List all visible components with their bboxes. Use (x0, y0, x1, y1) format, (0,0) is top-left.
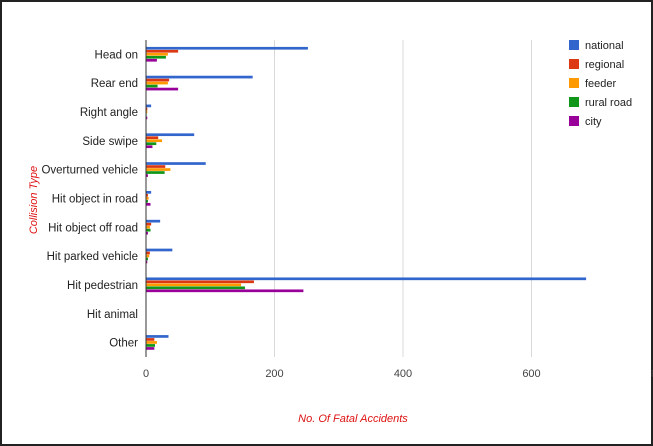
category-label-hit-object-off-road: Hit object off road (48, 222, 138, 234)
bar-head-on-rural-road[interactable] (146, 55, 166, 59)
bar-overturned-vehicle-regional[interactable] (146, 165, 166, 168)
bar-rear-end-regional[interactable] (146, 78, 170, 82)
legend-item-national[interactable]: national (569, 40, 624, 52)
category-label-hit-pedestrian: Hit pedestrian (67, 280, 138, 292)
bar-side-swipe-feeder[interactable] (146, 139, 163, 143)
x-tick-label-400: 400 (394, 368, 412, 380)
legend-swatch-feeder (569, 78, 579, 88)
bar-hit-object-off-road-regional[interactable] (146, 222, 152, 226)
category-label-hit-animal: Hit animal (87, 309, 138, 321)
bar-overturned-vehicle-rural-road[interactable] (146, 171, 165, 174)
bar-other-city[interactable] (146, 347, 155, 350)
category-label-hit-parked-vehicle: Hit parked vehicle (47, 251, 138, 263)
bar-rear-end-city[interactable] (146, 87, 179, 91)
legend-item-rural-road[interactable]: rural road (569, 97, 632, 109)
legend-item-city[interactable]: city (569, 116, 602, 128)
bar-side-swipe-rural-road[interactable] (146, 142, 157, 146)
bar-hit-object-in-road-regional[interactable] (146, 194, 148, 197)
legend-swatch-national (569, 40, 579, 50)
bar-side-swipe-city[interactable] (146, 145, 153, 149)
bar-other-rural-road[interactable] (146, 344, 155, 347)
y-axis-title: Collision Type (28, 166, 40, 234)
bar-hit-object-in-road-feeder[interactable] (146, 197, 149, 200)
category-label-side-swipe: Side swipe (82, 136, 138, 148)
legend-swatch-city (569, 116, 579, 126)
legend-swatch-regional (569, 59, 579, 69)
category-label-overturned-vehicle: Overturned vehicle (41, 165, 138, 177)
x-tick-label-600: 600 (522, 368, 540, 380)
category-labels: Head on Rear end Right angle Side swipe Over… (41, 49, 138, 349)
bar-series (146, 46, 587, 350)
bar-overturned-vehicle-national[interactable] (146, 162, 206, 165)
category-label-head-on: Head on (95, 49, 138, 61)
bar-head-on-feeder[interactable] (146, 52, 168, 56)
bar-right-angle-feeder[interactable] (146, 110, 148, 114)
bar-hit-object-in-road-city[interactable] (146, 203, 151, 206)
bar-hit-pedestrian-national[interactable] (146, 277, 587, 281)
bar-head-on-city[interactable] (146, 58, 157, 62)
legend-item-regional[interactable]: regional (569, 59, 624, 71)
gridlines (274, 40, 532, 357)
x-tick-label-800: 800 (651, 368, 653, 380)
bar-right-angle-national[interactable] (146, 104, 152, 108)
bar-hit-object-off-road-city[interactable] (146, 231, 148, 235)
bar-head-on-national[interactable] (146, 46, 308, 50)
bar-hit-parked-vehicle-rural-road[interactable] (146, 257, 148, 261)
bar-rear-end-rural-road[interactable] (146, 84, 158, 88)
bar-hit-pedestrian-city[interactable] (146, 289, 304, 293)
bar-other-feeder[interactable] (146, 341, 157, 344)
bar-head-on-regional[interactable] (146, 49, 179, 53)
category-label-rear-end: Rear end (91, 78, 138, 90)
bar-rear-end-feeder[interactable] (146, 81, 168, 85)
bar-hit-object-off-road-rural-road[interactable] (146, 228, 151, 232)
bar-hit-parked-vehicle-feeder[interactable] (146, 254, 150, 258)
legend-label-national: national (585, 40, 624, 52)
legend-item-feeder[interactable]: feeder (569, 78, 617, 90)
bar-side-swipe-national[interactable] (146, 133, 195, 137)
bar-hit-object-in-road-rural-road[interactable] (146, 200, 148, 203)
x-tick-label-0: 0 (143, 368, 149, 380)
category-label-hit-object-in-road: Hit object in road (52, 194, 138, 206)
bar-hit-parked-vehicle-national[interactable] (146, 248, 173, 252)
bar-hit-parked-vehicle-regional[interactable] (146, 251, 150, 255)
bar-hit-object-in-road-national[interactable] (146, 191, 152, 194)
category-label-right-angle: Right angle (80, 107, 138, 119)
x-tick-labels: 0 200 400 600 800 (143, 368, 653, 380)
legend-label-feeder: feeder (585, 78, 617, 90)
bar-other-regional[interactable] (146, 338, 155, 341)
bar-overturned-vehicle-city[interactable] (146, 174, 148, 177)
legend-label-regional: regional (585, 59, 624, 71)
legend-swatch-rural-road (569, 97, 579, 107)
legend-label-city: city (585, 116, 602, 128)
bar-hit-pedestrian-feeder[interactable] (146, 283, 242, 287)
bar-hit-object-off-road-national[interactable] (146, 219, 161, 223)
bar-rear-end-national[interactable] (146, 75, 253, 79)
bar-other-national[interactable] (146, 335, 169, 338)
bar-side-swipe-regional[interactable] (146, 136, 159, 140)
bar-hit-object-off-road-feeder[interactable] (146, 225, 150, 229)
bar-hit-pedestrian-rural-road[interactable] (146, 286, 245, 290)
bar-right-angle-regional[interactable] (146, 107, 148, 111)
bar-overturned-vehicle-feeder[interactable] (146, 168, 171, 171)
bar-right-angle-city[interactable] (146, 116, 148, 120)
x-axis-title: No. Of Fatal Accidents (298, 413, 408, 425)
x-tick-label-200: 200 (265, 368, 283, 380)
legend-label-rural-road: rural road (585, 97, 632, 109)
bar-hit-parked-vehicle-city[interactable] (146, 260, 148, 264)
legend[interactable]: national regional feeder rural road city (569, 40, 632, 128)
category-label-other: Other (109, 338, 138, 350)
bar-hit-pedestrian-regional[interactable] (146, 280, 254, 284)
